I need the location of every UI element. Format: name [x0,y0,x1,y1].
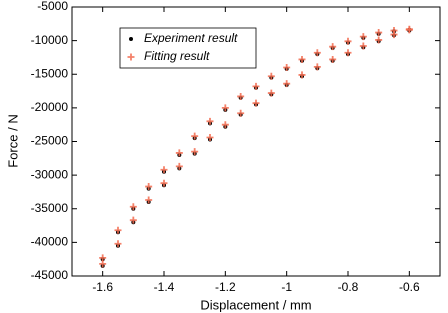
y-tick-label: -30000 [31,167,69,181]
data-point [313,49,321,57]
data-point [145,196,153,204]
y-tick-label: -10000 [31,33,69,47]
data-point [375,29,383,37]
data-point [313,63,321,71]
y-tick-label: -35000 [31,201,69,215]
legend-marker [129,37,133,41]
data-point [283,80,291,88]
data-point [237,92,245,100]
data-point [298,71,306,79]
x-tick-label: -1.2 [215,280,236,294]
data-point [359,42,367,50]
data-point [206,117,214,125]
data-point [129,203,137,211]
data-point [129,216,137,224]
y-tick-label: -40000 [31,235,69,249]
legend-label: Fitting result [144,49,210,63]
x-axis-label: Displacement / mm [200,297,311,312]
y-tick-label: -20000 [31,100,69,114]
data-point [221,121,229,129]
legend-label: Experiment result [144,31,238,45]
x-tick-label: -0.6 [399,280,420,294]
data-point [114,226,122,234]
data-point [267,89,275,97]
data-point [375,36,383,44]
y-tick-label: -15000 [31,66,69,80]
data-point [237,109,245,117]
y-tick-label: -25000 [31,134,69,148]
y-tick-label: -5000 [37,0,68,13]
y-axis-label: Force / N [5,114,20,167]
data-point [283,64,291,72]
data-point [99,260,107,268]
data-point [114,240,122,248]
data-point [160,179,168,187]
data-point [191,148,199,156]
data-point [206,133,214,141]
data-point [145,183,153,191]
x-tick-label: -1.6 [92,280,113,294]
y-tick-label: -45000 [31,268,69,282]
data-point [329,55,337,63]
x-tick-label: -1 [281,280,292,294]
data-point [99,254,107,262]
x-tick-label: -0.8 [338,280,359,294]
data-point [359,33,367,41]
data-point [252,99,260,107]
data-point [267,72,275,80]
data-point [175,149,183,157]
legend-marker [127,53,135,61]
data-point [344,37,352,45]
data-point [329,43,337,51]
data-point [344,49,352,57]
data-point [298,55,306,63]
x-tick-label: -1.4 [154,280,175,294]
data-point [191,132,199,140]
data-point [252,82,260,90]
data-point [160,166,168,174]
data-point [390,31,398,39]
data-point [175,162,183,170]
legend-box [119,27,257,69]
data-point [405,26,413,34]
data-point [221,104,229,112]
